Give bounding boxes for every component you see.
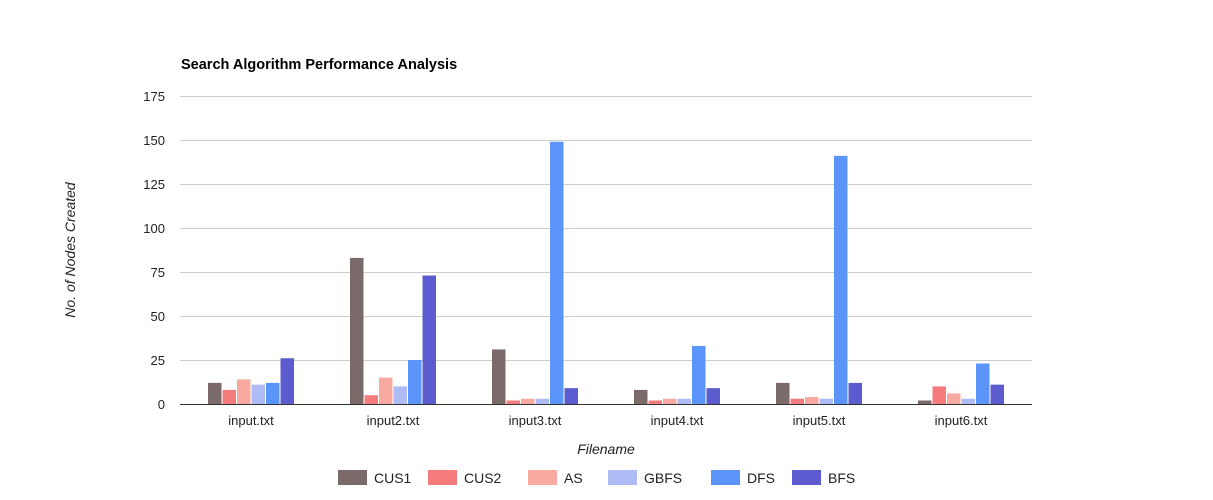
legend-swatch xyxy=(792,470,821,485)
legend-swatch xyxy=(338,470,367,485)
legend-swatch xyxy=(711,470,740,485)
legend-item-dfs[interactable]: DFS xyxy=(711,470,775,486)
bar-cus2-2 xyxy=(364,395,378,404)
legend-label: AS xyxy=(564,470,583,486)
bar-bfs-4 xyxy=(706,388,720,404)
bars xyxy=(208,141,1004,404)
x-tick-label: input4.txt xyxy=(651,413,704,428)
y-tick-label: 100 xyxy=(143,221,165,236)
y-tick-label: 25 xyxy=(151,353,165,368)
legend-swatch xyxy=(528,470,557,485)
legend-swatch xyxy=(608,470,637,485)
legend-swatch xyxy=(428,470,457,485)
bar-as-1 xyxy=(237,379,251,404)
bar-bfs-6 xyxy=(990,384,1004,404)
bar-gbfs-2 xyxy=(393,386,407,404)
bar-cus2-1 xyxy=(222,389,236,404)
y-tick-label: 175 xyxy=(143,89,165,104)
legend-label: CUS1 xyxy=(374,470,412,486)
x-tick-label: input6.txt xyxy=(935,413,988,428)
legend-label: CUS2 xyxy=(464,470,502,486)
bar-cus1-1 xyxy=(208,382,222,404)
legend-label: GBFS xyxy=(644,470,682,486)
bar-as-4 xyxy=(663,398,677,404)
bar-gbfs-4 xyxy=(677,398,691,404)
bar-gbfs-5 xyxy=(819,398,833,404)
legend-label: BFS xyxy=(828,470,855,486)
bar-dfs-5 xyxy=(834,155,848,404)
bar-bfs-5 xyxy=(848,382,862,404)
y-tick-label: 75 xyxy=(151,265,165,280)
legend-item-bfs[interactable]: BFS xyxy=(792,470,855,486)
bar-dfs-2 xyxy=(408,360,422,404)
bar-cus1-2 xyxy=(350,257,364,404)
y-tick-label: 0 xyxy=(158,397,165,412)
bar-cus2-5 xyxy=(790,398,804,404)
bar-cus2-4 xyxy=(648,400,662,404)
bar-as-6 xyxy=(947,393,961,404)
x-tick-label: input5.txt xyxy=(793,413,846,428)
bar-dfs-4 xyxy=(692,345,706,404)
bar-dfs-6 xyxy=(976,363,990,404)
x-tick-label: input.txt xyxy=(228,413,274,428)
bar-bfs-3 xyxy=(564,388,578,404)
bar-dfs-3 xyxy=(550,141,564,404)
bar-cus1-4 xyxy=(634,389,648,404)
bar-cus1-3 xyxy=(492,349,506,404)
y-tick-label: 50 xyxy=(151,309,165,324)
bar-bfs-2 xyxy=(422,275,436,404)
bar-cus2-3 xyxy=(506,400,520,404)
x-tick-label: input3.txt xyxy=(509,413,562,428)
x-axis-title: Filename xyxy=(577,441,635,457)
bar-as-2 xyxy=(379,377,393,404)
bar-cus2-6 xyxy=(932,386,946,404)
legend-label: DFS xyxy=(747,470,775,486)
bar-bfs-1 xyxy=(280,358,294,404)
y-axis-title: No. of Nodes Created xyxy=(62,181,78,318)
y-axis-ticks: 0 25 50 75 100 125 150 175 xyxy=(143,89,165,412)
bar-gbfs-6 xyxy=(961,398,975,404)
bar-dfs-1 xyxy=(266,382,280,404)
chart-title: Search Algorithm Performance Analysis xyxy=(181,57,457,73)
legend-item-gbfs[interactable]: GBFS xyxy=(608,470,682,486)
legend-item-cus1[interactable]: CUS1 xyxy=(338,470,412,486)
y-tick-label: 125 xyxy=(143,177,165,192)
gridlines xyxy=(180,96,1032,361)
bar-gbfs-3 xyxy=(535,398,549,404)
bar-cus1-6 xyxy=(918,400,932,404)
y-tick-label: 150 xyxy=(143,133,165,148)
legend: CUS1 CUS2 AS GBFS DFS BFS xyxy=(338,470,855,486)
bar-as-5 xyxy=(805,396,819,404)
bar-gbfs-1 xyxy=(251,384,265,404)
x-tick-label: input2.txt xyxy=(367,413,420,428)
x-axis-ticks: input.txt input2.txt input3.txt input4.txt i… xyxy=(228,413,988,428)
legend-item-cus2[interactable]: CUS2 xyxy=(428,470,502,486)
legend-item-as[interactable]: AS xyxy=(528,470,583,486)
bar-cus1-5 xyxy=(776,382,790,404)
bar-as-3 xyxy=(521,398,535,404)
